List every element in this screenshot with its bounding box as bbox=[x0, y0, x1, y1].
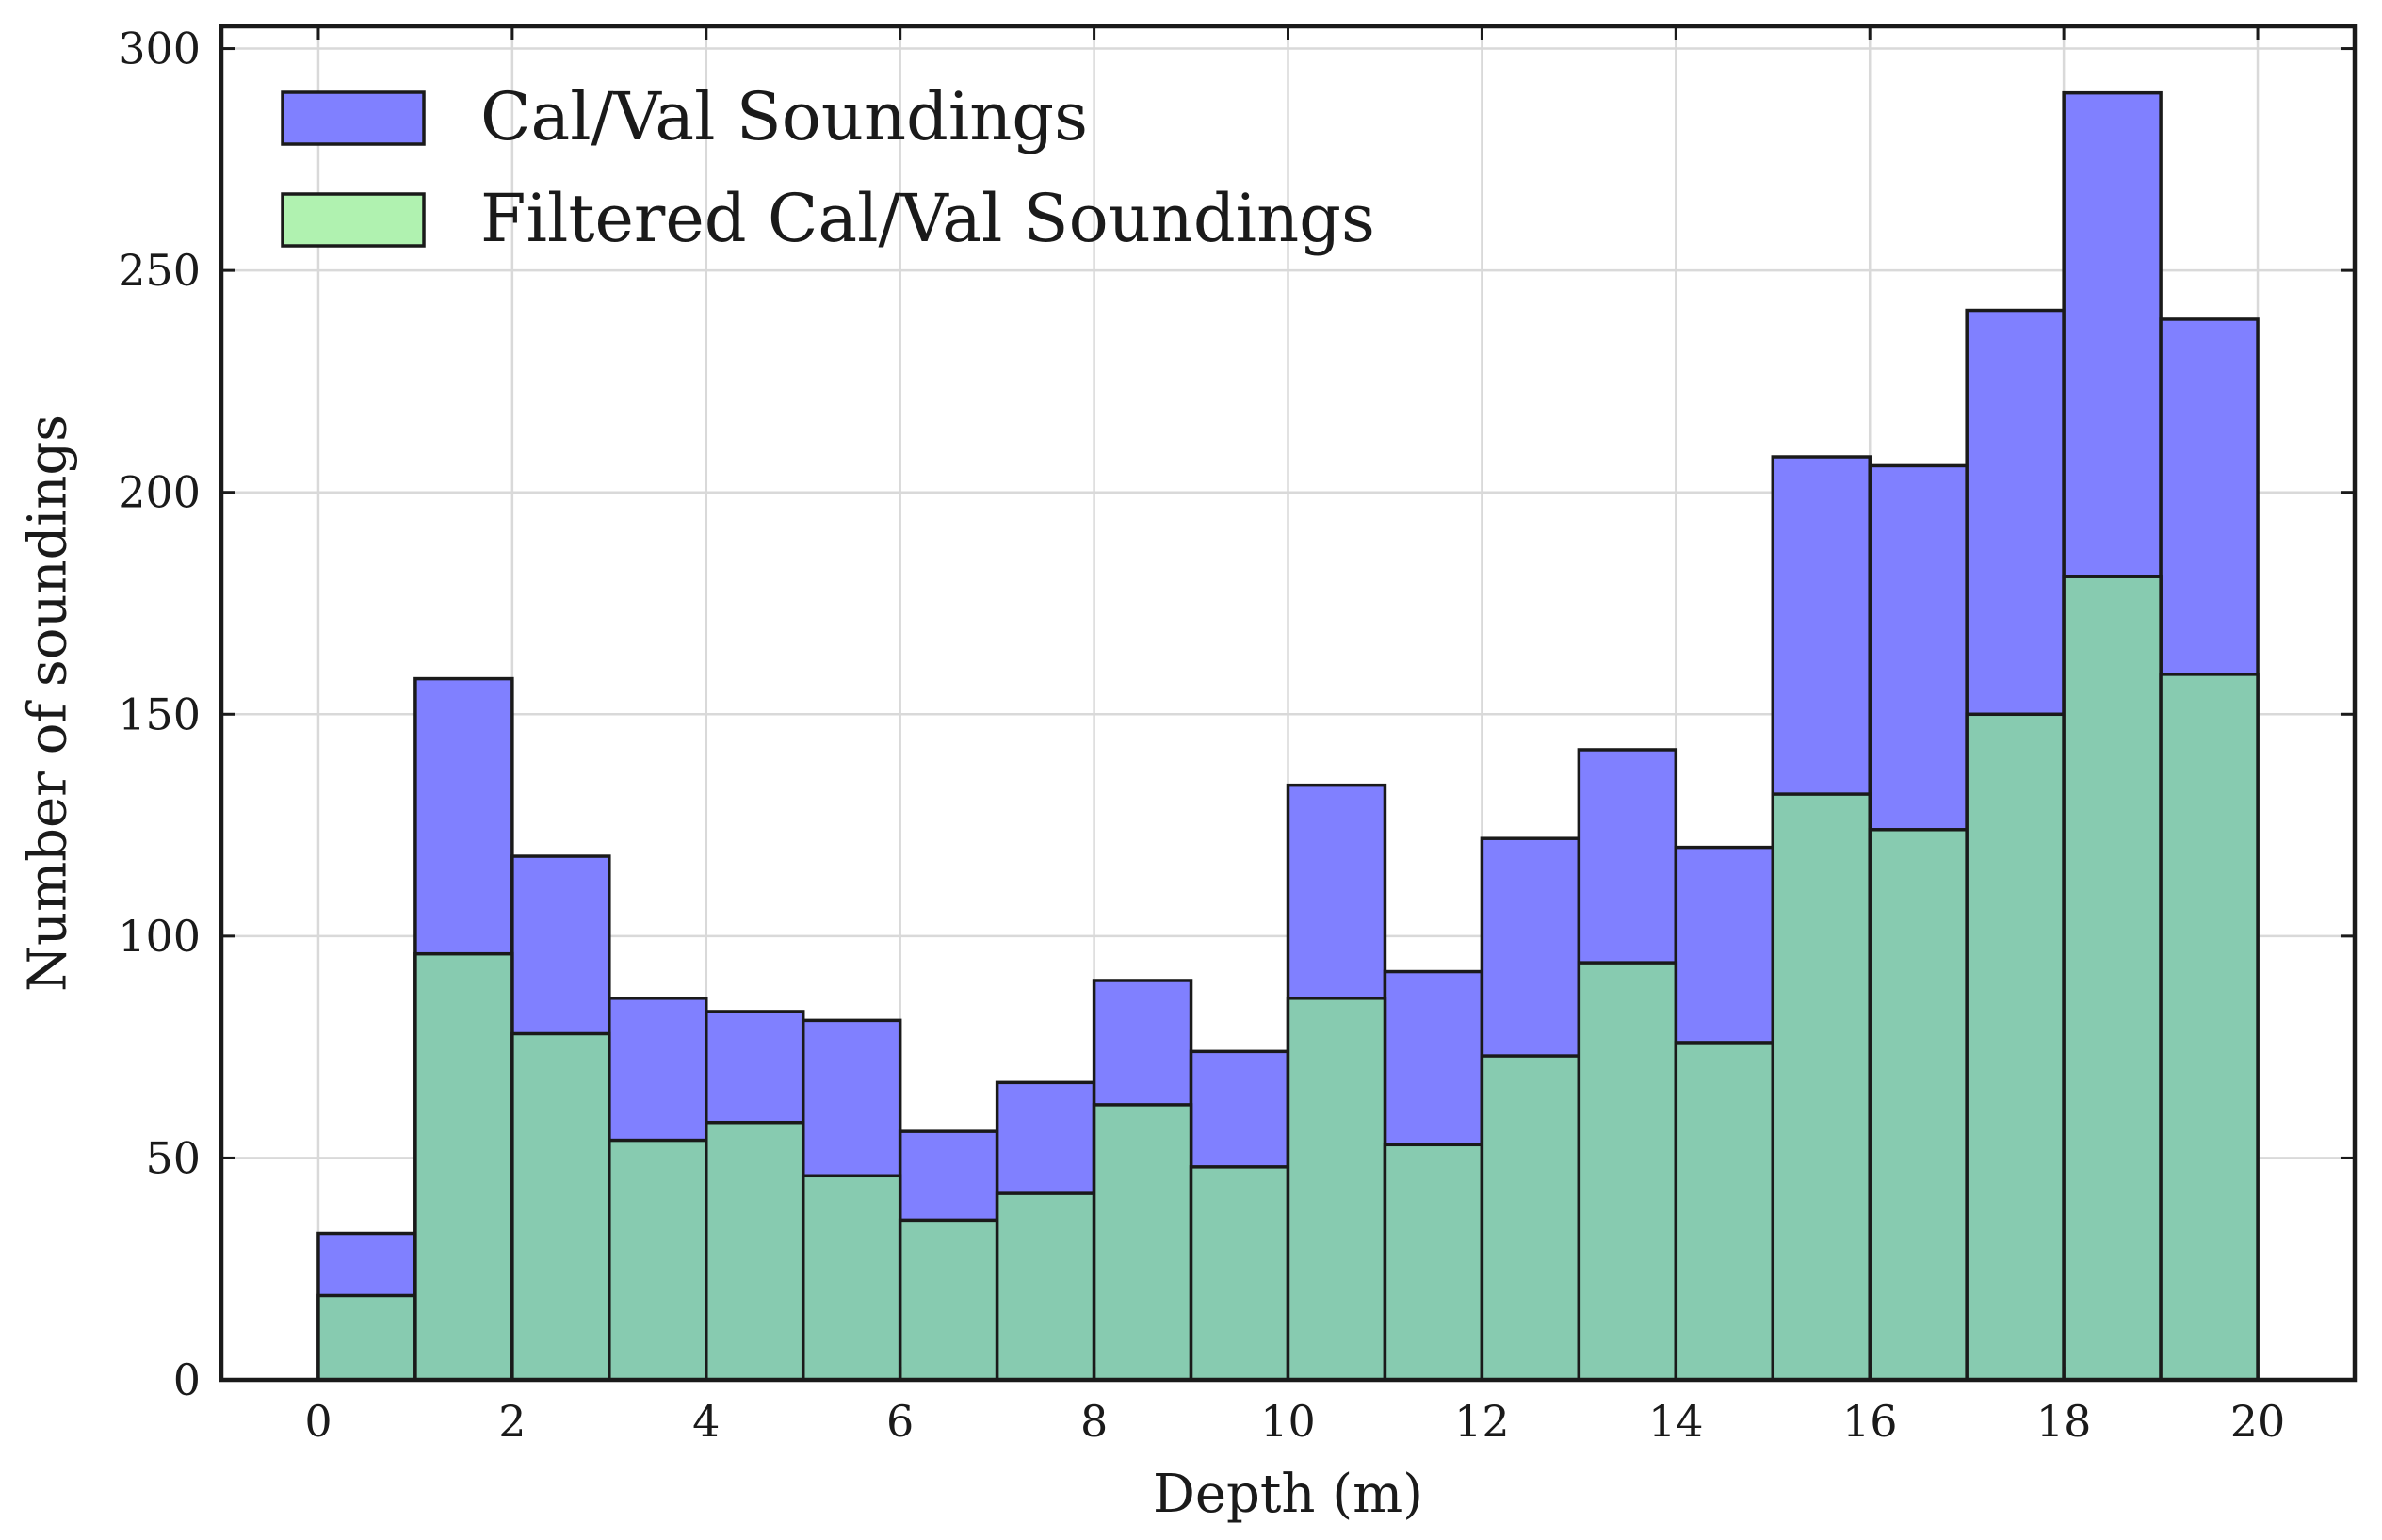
legend-swatch-1 bbox=[281, 192, 426, 248]
bar-series-1-bin-19 bbox=[2159, 673, 2260, 1382]
y-tick-label: 0 bbox=[173, 1354, 201, 1405]
x-tick-label: 8 bbox=[1080, 1396, 1108, 1447]
x-tick-label: 18 bbox=[2036, 1396, 2092, 1447]
bar-series-1-bin-18 bbox=[2062, 575, 2163, 1382]
bar-series-1-bin-14 bbox=[1674, 1041, 1775, 1382]
y-axis-title: Number of soundings bbox=[18, 414, 79, 992]
bar-series-1-bin-3 bbox=[608, 1138, 708, 1382]
x-tick-label: 16 bbox=[1842, 1396, 1898, 1447]
y-tick-label: 300 bbox=[118, 24, 201, 74]
series-1-bars bbox=[316, 575, 2260, 1382]
x-tick-label: 2 bbox=[498, 1396, 526, 1447]
legend-swatch-0 bbox=[281, 90, 426, 146]
bar-series-1-bin-1 bbox=[413, 951, 514, 1382]
y-tick-label: 150 bbox=[118, 689, 201, 739]
bar-series-1-bin-11 bbox=[1383, 1143, 1484, 1382]
bar-series-1-bin-8 bbox=[1092, 1103, 1193, 1382]
bar-series-1-bin-13 bbox=[1577, 961, 1678, 1382]
bar-series-1-bin-6 bbox=[898, 1218, 999, 1382]
x-tick-label: 4 bbox=[692, 1396, 720, 1447]
legend: Cal/Val Soundings Filtered Cal/Val Soundi… bbox=[281, 78, 1375, 257]
y-tick-label: 200 bbox=[118, 467, 201, 518]
x-tick-label: 12 bbox=[1454, 1396, 1510, 1447]
x-tick-label: 20 bbox=[2230, 1396, 2286, 1447]
bar-series-1-bin-16 bbox=[1868, 828, 1969, 1382]
bar-series-1-bin-7 bbox=[995, 1191, 1096, 1382]
bar-series-1-bin-2 bbox=[510, 1031, 611, 1382]
bar-series-1-bin-10 bbox=[1286, 997, 1387, 1382]
bar-series-1-bin-4 bbox=[705, 1120, 805, 1382]
x-tick-label: 14 bbox=[1648, 1396, 1704, 1447]
bar-series-1-bin-15 bbox=[1771, 792, 1872, 1382]
x-tick-label: 0 bbox=[304, 1396, 332, 1447]
x-tick-label: 6 bbox=[886, 1396, 914, 1447]
bars-layer bbox=[316, 90, 2260, 1382]
plot-frame bbox=[219, 24, 2358, 1383]
bar-series-1-bin-9 bbox=[1189, 1165, 1290, 1382]
y-tick-label: 100 bbox=[118, 911, 201, 962]
x-tick-label: 10 bbox=[1260, 1396, 1316, 1447]
bar-series-1-bin-0 bbox=[316, 1293, 417, 1382]
bar-series-1-bin-17 bbox=[1965, 712, 2066, 1382]
legend-label-0: Cal/Val Soundings bbox=[480, 78, 1088, 155]
legend-label-1: Filtered Cal/Val Soundings bbox=[480, 180, 1375, 257]
bar-series-1-bin-5 bbox=[801, 1174, 902, 1382]
y-tick-label: 250 bbox=[118, 245, 201, 296]
x-axis-title: Depth (m) bbox=[1153, 1464, 1423, 1525]
y-tick-label: 50 bbox=[145, 1132, 201, 1183]
bar-series-1-bin-12 bbox=[1480, 1054, 1581, 1382]
